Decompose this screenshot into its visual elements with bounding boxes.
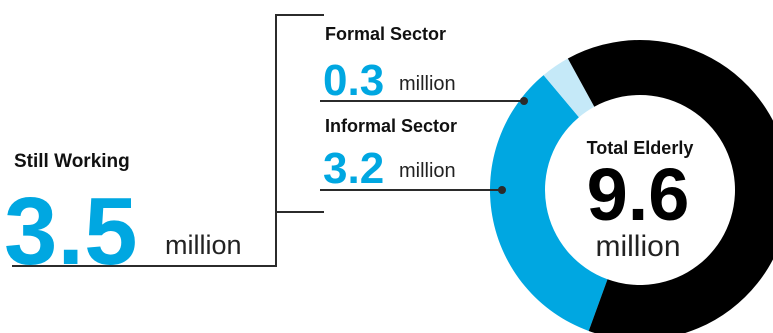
donut-slice-informal	[489, 75, 608, 331]
total-unit: million	[595, 230, 680, 263]
formal-leader-dot	[520, 97, 528, 105]
donut-slice-formal	[543, 58, 595, 118]
informal-sector-unit: million	[399, 160, 456, 182]
still-working-title: Still Working	[14, 151, 130, 172]
still-working-unit: million	[165, 230, 242, 260]
donut-slice-not-working	[567, 40, 773, 333]
connector-lines	[12, 14, 524, 267]
still-working-value: 3.5	[4, 178, 137, 285]
formal-sector-value: 0.3	[323, 56, 384, 105]
informal-sector-title: Informal Sector	[325, 116, 457, 136]
informal-sector-value: 3.2	[323, 144, 384, 193]
donut-chart	[489, 40, 773, 333]
informal-leader-dot	[498, 186, 506, 194]
bracket-line	[12, 14, 324, 267]
formal-sector-unit: million	[399, 73, 456, 95]
formal-sector-title: Formal Sector	[325, 24, 446, 44]
total-value: 9.6	[587, 153, 690, 236]
total-title: Total Elderly	[587, 138, 694, 158]
